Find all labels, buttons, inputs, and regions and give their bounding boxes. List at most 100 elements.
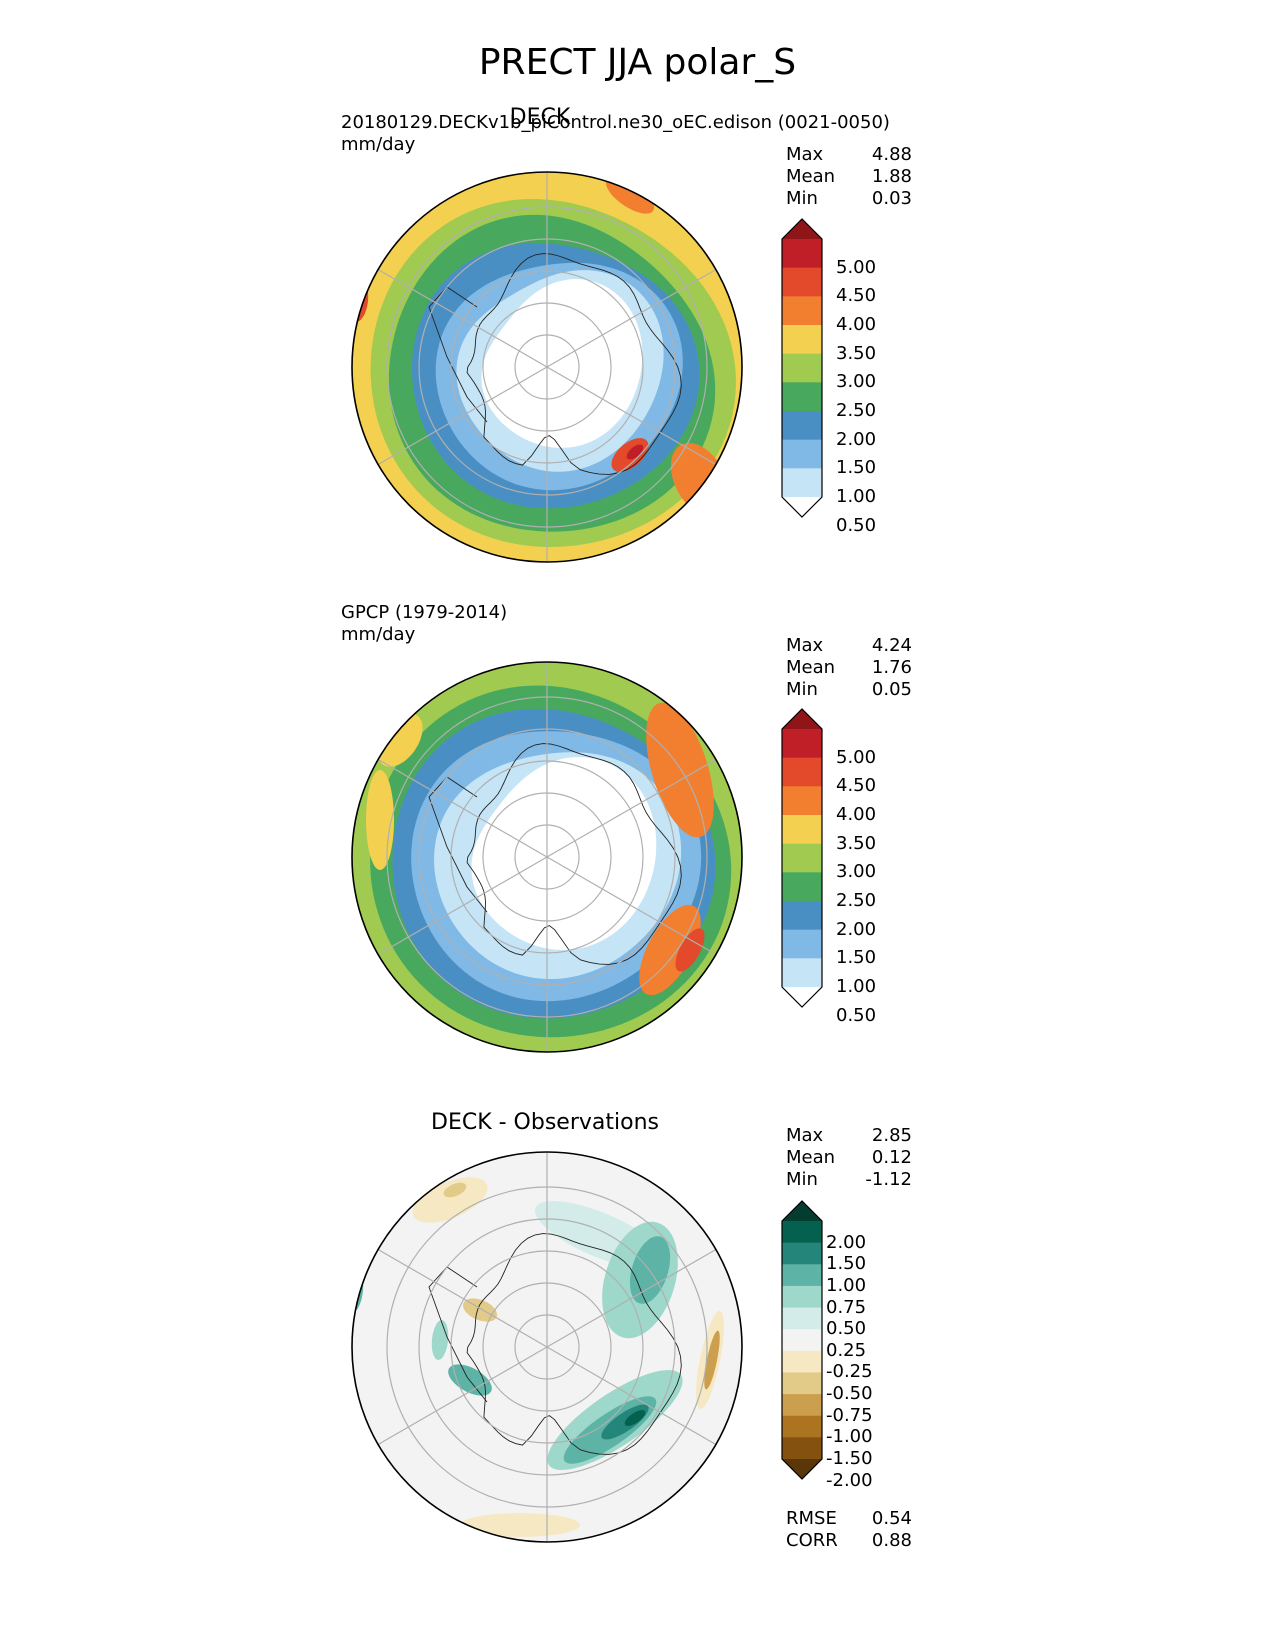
panel-2-cb-tick: 5.00 bbox=[836, 746, 877, 768]
colorbar-segment bbox=[782, 468, 822, 498]
panel-1-cb-tick: 3.50 bbox=[836, 342, 877, 364]
panel-2-cb-tick: 4.50 bbox=[836, 775, 877, 797]
panel-1-stat-min: Min 0.03 bbox=[786, 188, 912, 209]
panel-3-title: DECK - Observations bbox=[431, 1110, 659, 1135]
colorbar-segment bbox=[782, 411, 822, 441]
colorbar-segment bbox=[782, 929, 822, 959]
colorbar-segment bbox=[782, 872, 822, 902]
panel-2-cb-tick: 3.50 bbox=[836, 832, 877, 854]
contour-anomaly bbox=[366, 770, 394, 870]
panel-3-rmse: RMSE 0.54 bbox=[786, 1508, 912, 1529]
panel-3-metrics: RMSE 0.54 CORR 0.88 bbox=[786, 1508, 912, 1552]
antarctica-coastline bbox=[466, 743, 682, 965]
colorbar-segment bbox=[782, 843, 822, 873]
colorbar-segment bbox=[782, 1372, 822, 1395]
peninsula-coastline bbox=[428, 286, 488, 423]
longitude-gridline bbox=[546, 1346, 717, 1446]
longitude-gridline bbox=[377, 1248, 548, 1348]
colorbar-segment bbox=[782, 1307, 822, 1330]
contour-anomaly bbox=[460, 1513, 580, 1537]
panel-3-stat-mean: Mean 0.12 bbox=[786, 1147, 912, 1168]
colorbar-segment bbox=[782, 757, 822, 787]
colorbar-segment bbox=[782, 325, 822, 355]
colorbar-extend-max bbox=[782, 1201, 822, 1221]
map-field bbox=[352, 662, 742, 1052]
panel-3-cb-tick: -2.00 bbox=[826, 1469, 873, 1491]
panel-2-cb-tick: 2.00 bbox=[836, 918, 877, 940]
panel-2-cb-tick: 2.50 bbox=[836, 890, 877, 911]
panel-3-cb-tick: -0.75 bbox=[826, 1404, 873, 1426]
colorbar-segment bbox=[782, 239, 822, 269]
panel-1-cb-tick: 5.00 bbox=[836, 256, 877, 278]
contour-anomaly bbox=[675, 928, 705, 972]
panel-2-cb-tick: 4.00 bbox=[836, 804, 877, 825]
panel-1-cb-tick: 2.00 bbox=[836, 428, 877, 450]
longitude-gridline bbox=[546, 268, 717, 368]
colorbar-segment bbox=[782, 1221, 822, 1244]
panel-1-stat-mean: Mean 1.88 bbox=[786, 166, 912, 187]
colorbar-extend-max bbox=[782, 709, 822, 729]
colorbar-outline bbox=[781, 708, 823, 1008]
longitude-gridline bbox=[546, 856, 717, 956]
contour-anomaly bbox=[448, 1364, 492, 1396]
colorbar-segment bbox=[782, 729, 822, 759]
contour-anomaly bbox=[704, 1330, 720, 1390]
panel-3-cb-tick: -0.25 bbox=[826, 1361, 873, 1383]
panel-3-cb-tick: 1.00 bbox=[826, 1274, 867, 1296]
panel-1-units: mm/day bbox=[341, 134, 416, 155]
colorbar-extend-min bbox=[782, 1459, 822, 1479]
colorbar-segment bbox=[782, 382, 822, 412]
map-field bbox=[352, 172, 742, 562]
colorbar-segment bbox=[782, 901, 822, 931]
contour-anomaly bbox=[626, 444, 644, 460]
colorbar-outline bbox=[781, 1200, 823, 1480]
colorbar-segment bbox=[782, 1437, 822, 1460]
panel-3-cb-tick: 0.25 bbox=[826, 1339, 867, 1361]
colorbar-segment bbox=[782, 1350, 822, 1373]
longitude-gridline bbox=[377, 856, 548, 956]
panel-1-stat-max: Max 4.88 bbox=[786, 144, 912, 165]
colorbar-segment bbox=[782, 1242, 822, 1265]
colorbar-extend-min bbox=[782, 497, 822, 517]
panel-2-stat-mean: Mean 1.76 bbox=[786, 657, 912, 678]
colorbar-segment bbox=[782, 815, 822, 845]
colorbar-segment bbox=[782, 1329, 822, 1352]
panel-3-cb-tick: -0.50 bbox=[826, 1383, 873, 1405]
panel-2-stat-max: Max 4.24 bbox=[786, 635, 912, 656]
panel-3-polar-map bbox=[351, 1151, 743, 1543]
colorbar-segment bbox=[782, 958, 822, 988]
panel-2-stats: Max 4.24 Mean 1.76 Min 0.05 bbox=[786, 635, 912, 701]
panel-1-cb-tick: 2.50 bbox=[836, 400, 877, 421]
longitude-gridline bbox=[377, 1346, 548, 1446]
contour-anomaly bbox=[412, 1177, 488, 1223]
longitude-gridline bbox=[377, 758, 548, 858]
colorbar-extend-max bbox=[782, 219, 822, 239]
panel-1-case-name: 20180129.DECKv1b_piControl.ne30_oEC.edis… bbox=[341, 112, 890, 133]
contour-anomaly bbox=[639, 904, 701, 996]
peninsula-coastline bbox=[428, 1266, 488, 1403]
colorbar-segment bbox=[782, 353, 822, 383]
panel-3-cb-tick: 0.50 bbox=[826, 1318, 867, 1340]
colorbar-segment bbox=[782, 1264, 822, 1287]
colorbar-outline bbox=[781, 218, 823, 518]
colorbar-segment bbox=[782, 1415, 822, 1438]
antarctica-coastline bbox=[466, 1233, 682, 1455]
map-boundary bbox=[351, 1151, 743, 1543]
panel-1-cb-tick: 4.00 bbox=[836, 314, 877, 335]
panel-3-stat-min: Min -1.12 bbox=[786, 1169, 912, 1190]
longitude-gridline bbox=[377, 366, 548, 466]
map-boundary bbox=[351, 661, 743, 1053]
panel-1-cb-tick: 3.00 bbox=[836, 371, 877, 393]
panel-3-cb-tick: 2.00 bbox=[826, 1231, 867, 1253]
panel-2-cb-tick: 1.00 bbox=[836, 976, 877, 997]
panel-3-cb-tick: -1.50 bbox=[826, 1448, 873, 1469]
antarctica-coastline bbox=[466, 253, 682, 475]
panel-1-cb-tick: 1.50 bbox=[836, 457, 877, 479]
panel-1-title: DECK bbox=[509, 105, 571, 130]
colorbar-segment bbox=[782, 1285, 822, 1309]
panel-1-stats: Max 4.88 Mean 1.88 Min 0.03 bbox=[786, 144, 912, 210]
figure-title: PRECT JJA polar_S bbox=[478, 42, 797, 83]
panel-1-cb-tick: 4.50 bbox=[836, 285, 877, 307]
panel-3-cb-tick: -1.00 bbox=[826, 1426, 873, 1448]
contour-anomaly bbox=[463, 1298, 497, 1322]
